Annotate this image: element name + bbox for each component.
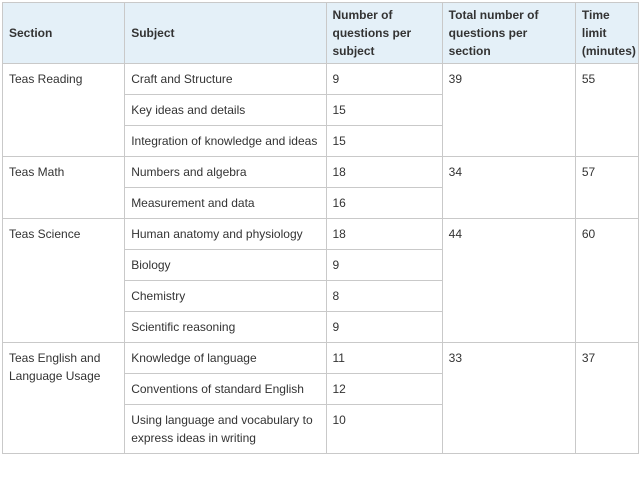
subject-cell: Biology (124, 249, 327, 281)
subject-cell: Measurement and data (124, 187, 327, 219)
header-subject: Subject (124, 2, 327, 64)
count-cell: 8 (325, 280, 443, 312)
total-cell: 33 (441, 342, 576, 454)
subject-cell: Human anatomy and physiology (124, 218, 327, 250)
header-questions-per-subject: Number of questions per subject (325, 2, 443, 64)
count-cell: 18 (325, 156, 443, 188)
section-cell: Teas Math (1, 156, 126, 219)
count-cell: 16 (325, 187, 443, 219)
table-row: Teas Reading Craft and Structure 9 39 55 (1, 63, 640, 157)
count-cell: 15 (325, 94, 443, 126)
table-row: Conventions of standard English 12 (3, 373, 639, 405)
time-cell: 37 (574, 342, 640, 454)
section-cell: Teas Reading (1, 63, 126, 157)
subject-cell: Using language and vocabulary to express… (124, 404, 327, 454)
teas-table: Section Subject Number of questions per … (1, 2, 640, 454)
count-cell: 15 (325, 125, 443, 157)
count-cell: 9 (325, 249, 443, 281)
table-row: Using language and vocabulary to express… (3, 404, 639, 454)
time-cell: 60 (574, 218, 640, 343)
section-cell: Teas English and Language Usage (1, 342, 126, 454)
subject-cell: Numbers and algebra (124, 156, 327, 188)
table-header: Section Subject Number of questions per … (1, 2, 640, 64)
count-cell: 11 (325, 342, 443, 374)
subject-cell: Craft and Structure (124, 63, 327, 95)
header-section: Section (1, 2, 126, 64)
table-body: Teas Reading Craft and Structure 9 39 55… (1, 63, 640, 454)
table-row: Measurement and data 16 (3, 187, 639, 219)
table-row: Teas Math Numbers and algebra 18 34 57 (1, 156, 640, 219)
count-cell: 18 (325, 218, 443, 250)
time-cell: 57 (574, 156, 640, 219)
table-row: Teas Science Human anatomy and physiolog… (1, 218, 640, 343)
count-cell: 9 (325, 63, 443, 95)
section-cell: Teas Science (1, 218, 126, 343)
time-cell: 55 (574, 63, 640, 157)
count-cell: 9 (325, 311, 443, 343)
table-row: Teas English and Language Usage Knowledg… (1, 342, 640, 454)
table-row: Scientific reasoning 9 (3, 311, 639, 343)
header-row: Section Subject Number of questions per … (1, 2, 640, 64)
subject-cell: Scientific reasoning (124, 311, 327, 343)
total-cell: 39 (441, 63, 576, 157)
header-total-questions: Total number of questions per section (441, 2, 576, 64)
table-row: Integration of knowledge and ideas 15 (3, 125, 639, 157)
subject-cell: Integration of knowledge and ideas (124, 125, 327, 157)
subject-cell: Conventions of standard English (124, 373, 327, 405)
count-cell: 10 (325, 404, 443, 454)
table-row: Chemistry 8 (3, 280, 639, 312)
total-cell: 34 (441, 156, 576, 219)
subject-cell: Chemistry (124, 280, 327, 312)
header-time-limit: Time limit (minutes) (574, 2, 640, 64)
table-row: Biology 9 (3, 249, 639, 281)
subject-cell: Knowledge of language (124, 342, 327, 374)
subject-cell: Key ideas and details (124, 94, 327, 126)
count-cell: 12 (325, 373, 443, 405)
table-row: Key ideas and details 15 (3, 94, 639, 126)
total-cell: 44 (441, 218, 576, 343)
